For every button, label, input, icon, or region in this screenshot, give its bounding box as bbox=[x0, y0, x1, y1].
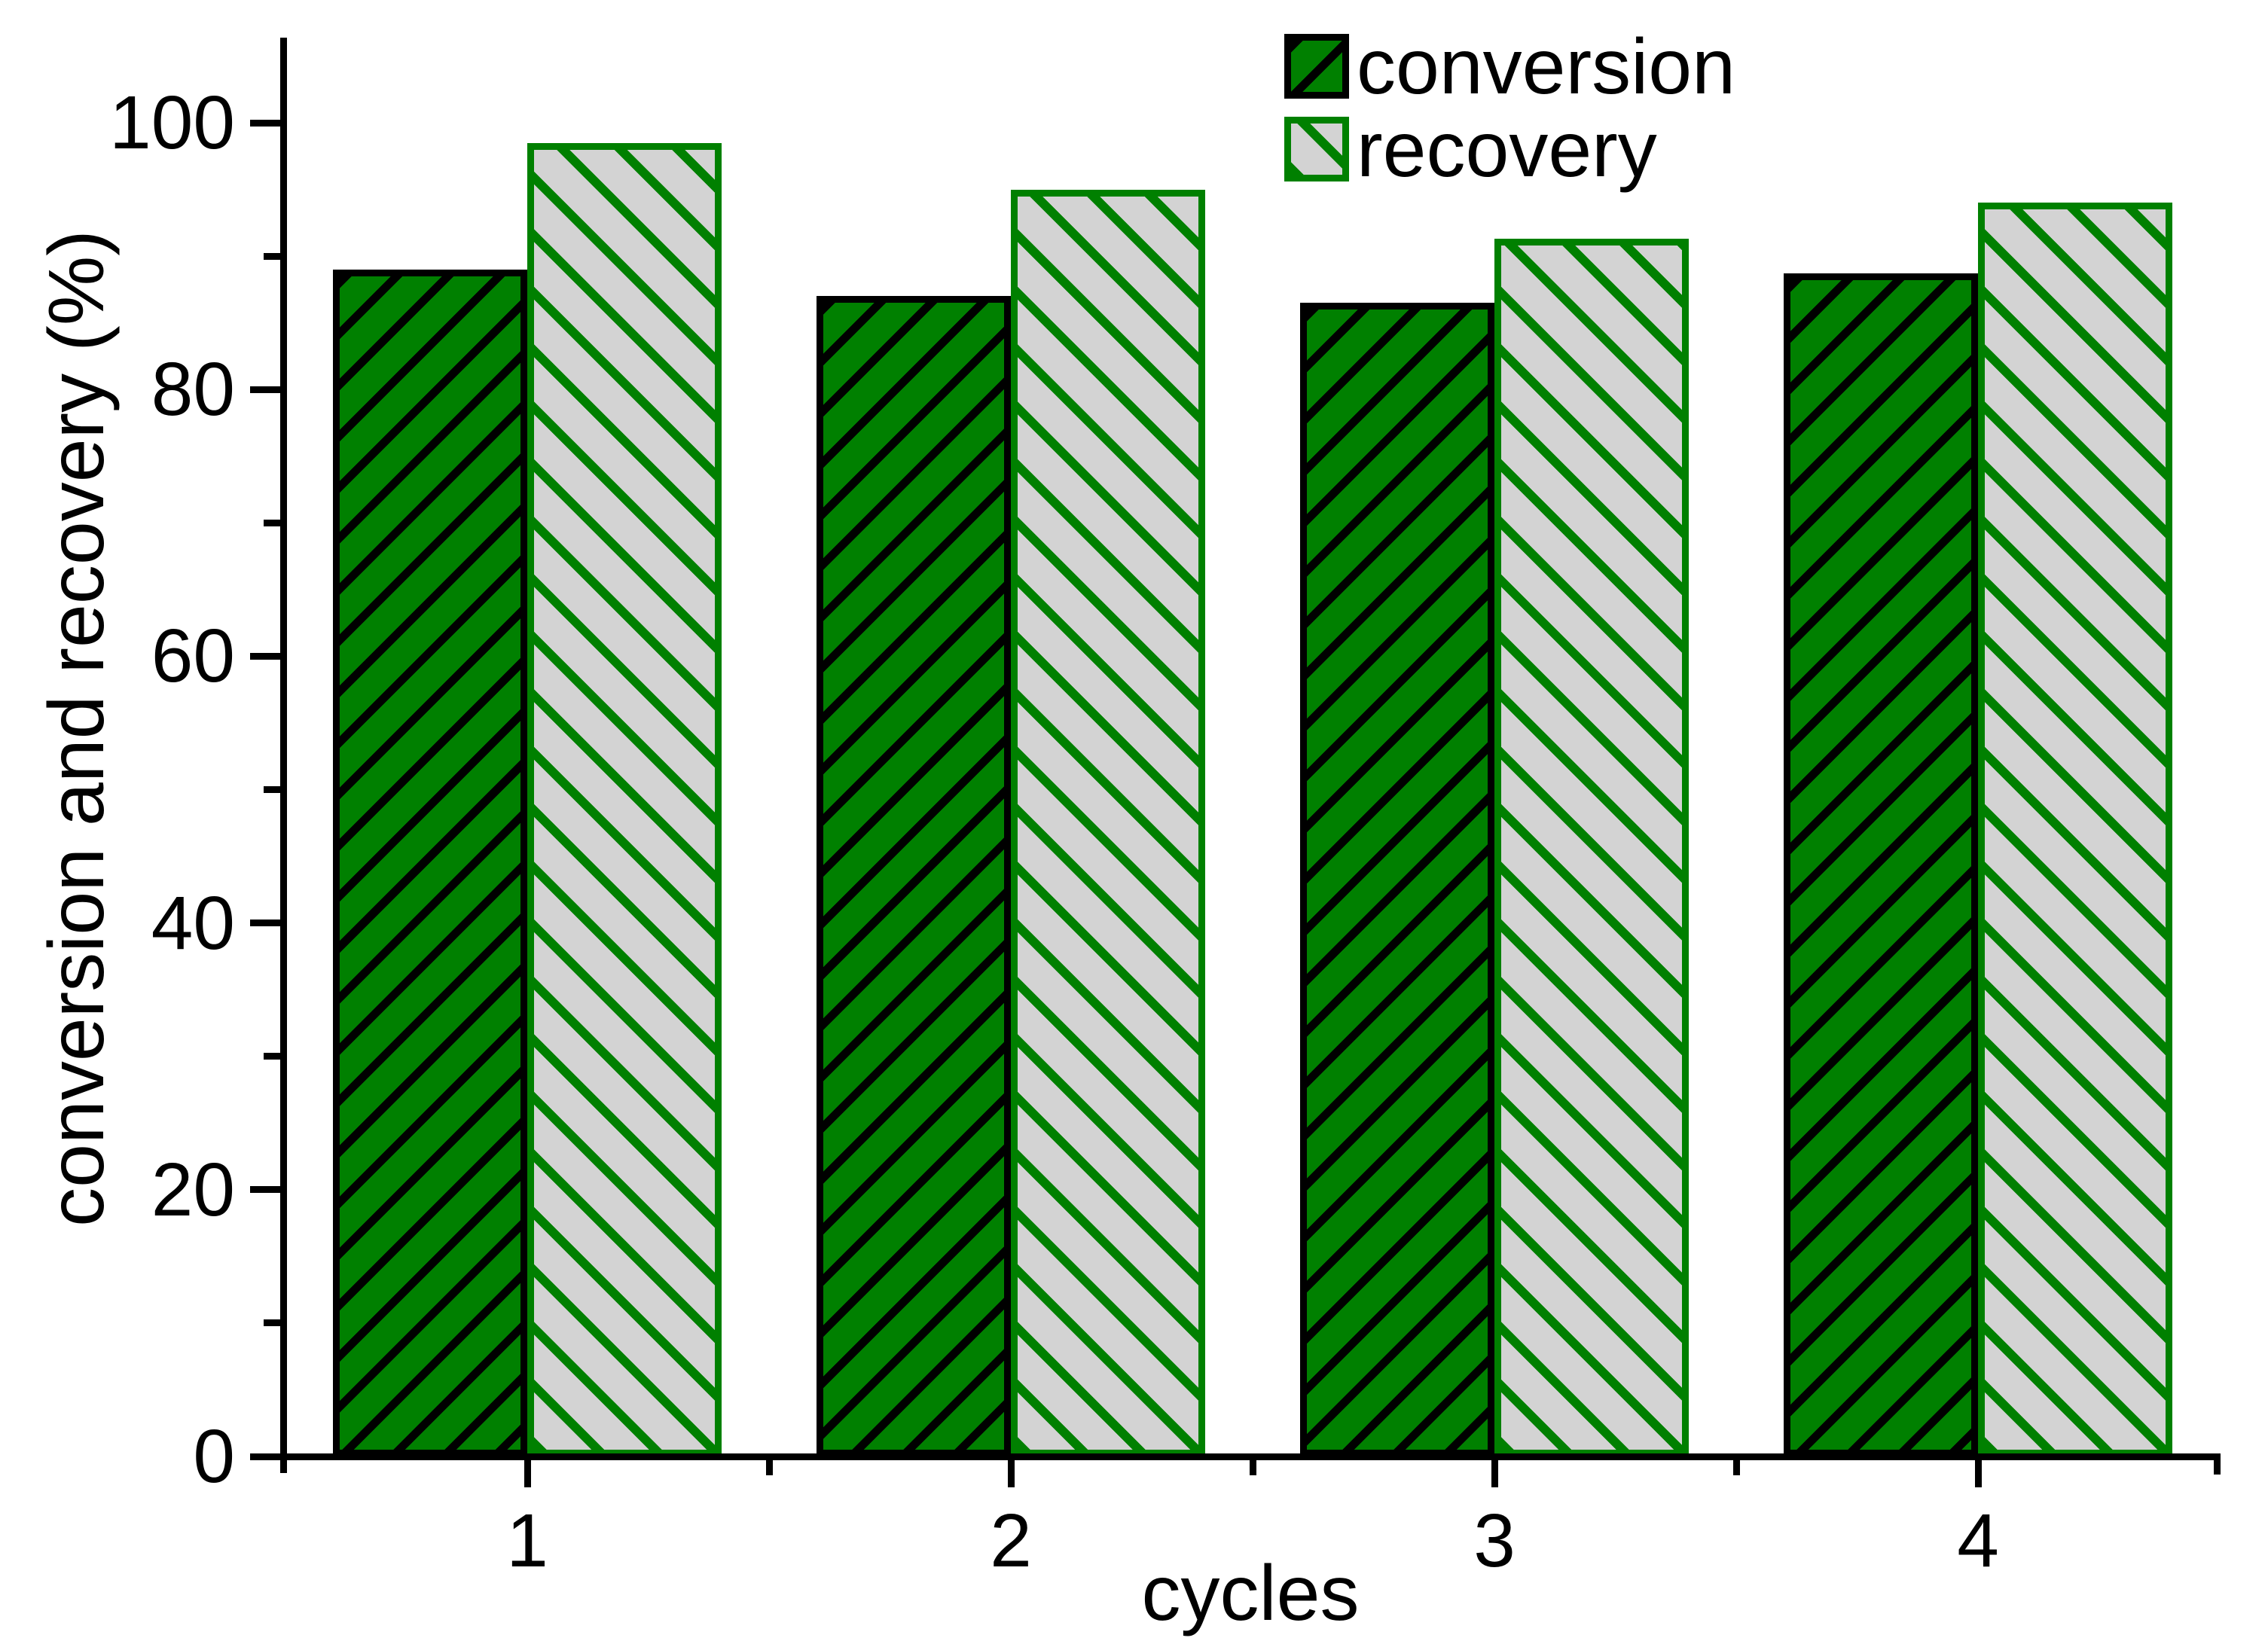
x-tick-label: 4 bbox=[1957, 1499, 1999, 1583]
y-tick-label: 100 bbox=[109, 81, 235, 165]
x-tick-label: 1 bbox=[506, 1499, 548, 1583]
legend-item-conversion: conversion bbox=[1284, 26, 1812, 108]
y-tick-label: 20 bbox=[151, 1147, 235, 1232]
x-minor-tick bbox=[1249, 1459, 1256, 1475]
x-axis-line bbox=[279, 1453, 2221, 1460]
x-minor-tick bbox=[1732, 1459, 1740, 1475]
recovery-bar-cycle-2 bbox=[1011, 189, 1205, 1456]
y-minor-tick bbox=[263, 1319, 280, 1327]
y-tick-label: 60 bbox=[151, 614, 235, 699]
y-major-tick bbox=[249, 119, 280, 127]
x-major-tick bbox=[1974, 1459, 1982, 1487]
conversion-bar-cycle-1 bbox=[333, 269, 527, 1456]
y-minor-tick bbox=[263, 252, 280, 260]
x-major-tick bbox=[524, 1459, 531, 1487]
y-major-tick bbox=[249, 920, 280, 927]
y-minor-tick bbox=[263, 786, 280, 793]
legend-label-conversion: conversion bbox=[1357, 23, 1735, 111]
x-tick-label: 3 bbox=[1473, 1499, 1516, 1583]
y-minor-tick bbox=[263, 519, 280, 526]
y-major-tick bbox=[249, 386, 280, 393]
y-major-tick bbox=[249, 1186, 280, 1194]
legend-label-recovery: recovery bbox=[1357, 106, 1657, 194]
y-tick-label: 80 bbox=[151, 347, 235, 432]
x-tick-label: 2 bbox=[990, 1499, 1032, 1583]
y-tick-label: 0 bbox=[193, 1414, 235, 1499]
conversion-bar-cycle-4 bbox=[1784, 273, 1978, 1456]
y-axis-line bbox=[279, 38, 287, 1473]
x-axis-end-tick bbox=[2214, 1453, 2221, 1475]
recovery-legend-swatch bbox=[1284, 117, 1349, 181]
recovery-bar-cycle-3 bbox=[1494, 239, 1689, 1456]
y-minor-tick bbox=[263, 1053, 280, 1060]
y-axis-title: conversion and recovery (%) bbox=[33, 230, 121, 1227]
y-major-tick bbox=[249, 652, 280, 660]
conversion-bar-cycle-2 bbox=[817, 296, 1011, 1456]
x-major-tick bbox=[1007, 1459, 1015, 1487]
recovery-bar-cycle-4 bbox=[1978, 203, 2172, 1456]
recovery-bar-cycle-1 bbox=[527, 142, 722, 1456]
conversion-legend-swatch bbox=[1284, 34, 1349, 99]
x-minor-tick bbox=[765, 1459, 773, 1475]
x-axis-title: cycles bbox=[1141, 1550, 1360, 1637]
y-major-tick bbox=[249, 1453, 280, 1460]
conversion-bar-cycle-3 bbox=[1300, 303, 1494, 1456]
y-tick-label: 40 bbox=[151, 880, 235, 965]
x-major-tick bbox=[1491, 1459, 1498, 1487]
legend-item-recovery: recovery bbox=[1284, 109, 1812, 191]
